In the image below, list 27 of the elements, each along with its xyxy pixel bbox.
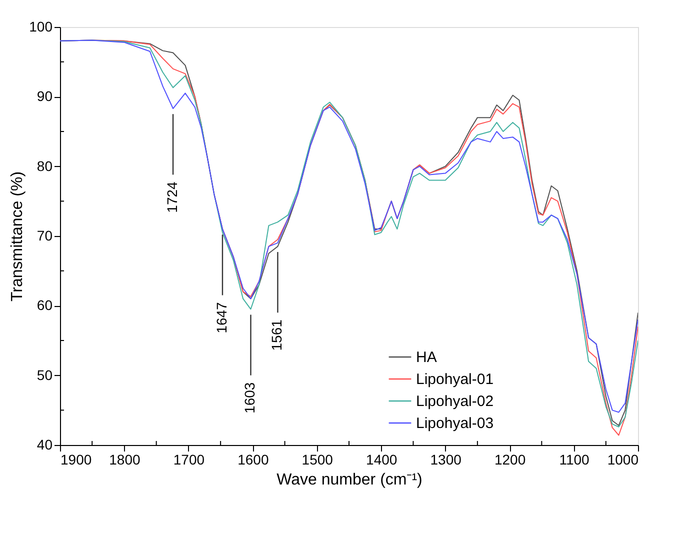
y-tick-label: 70 (36, 228, 53, 244)
y-tick-label: 60 (36, 297, 53, 314)
x-axis-title: Wave number (cm⁻¹) (276, 472, 422, 488)
y-tick-label: 80 (36, 158, 53, 174)
y-tick-label: 90 (36, 88, 53, 104)
x-tick-label: 1400 (366, 452, 398, 468)
annotation: 1561 (268, 319, 285, 351)
legend-label: Lipohyal-03 (416, 415, 494, 432)
y-tick-label: 40 (36, 436, 53, 452)
annotation: 1724 (164, 181, 180, 213)
legend-label: Lipohyal-02 (416, 393, 494, 410)
y-tick-label: 50 (36, 366, 53, 383)
x-tick-label: 1300 (430, 452, 462, 468)
x-tick-label: 1700 (173, 452, 205, 468)
annotation: 1647 (213, 302, 230, 334)
x-tick-label: 1500 (302, 452, 334, 468)
x-tick-label: 1200 (494, 452, 526, 468)
x-tick-label: 1000 (607, 452, 639, 468)
x-tick-label: 1100 (559, 452, 590, 468)
x-tick-label: 1900 (60, 452, 92, 468)
y-tick-label: 100 (29, 18, 53, 34)
y-axis-title: Transmittance (%) (9, 171, 26, 302)
x-tick-label: 1600 (238, 452, 269, 468)
annotation: 1603 (242, 382, 258, 414)
legend-label: HA (416, 349, 437, 366)
x-tick-label: 1800 (109, 452, 141, 468)
legend-label: Lipohyal-01 (416, 371, 494, 388)
